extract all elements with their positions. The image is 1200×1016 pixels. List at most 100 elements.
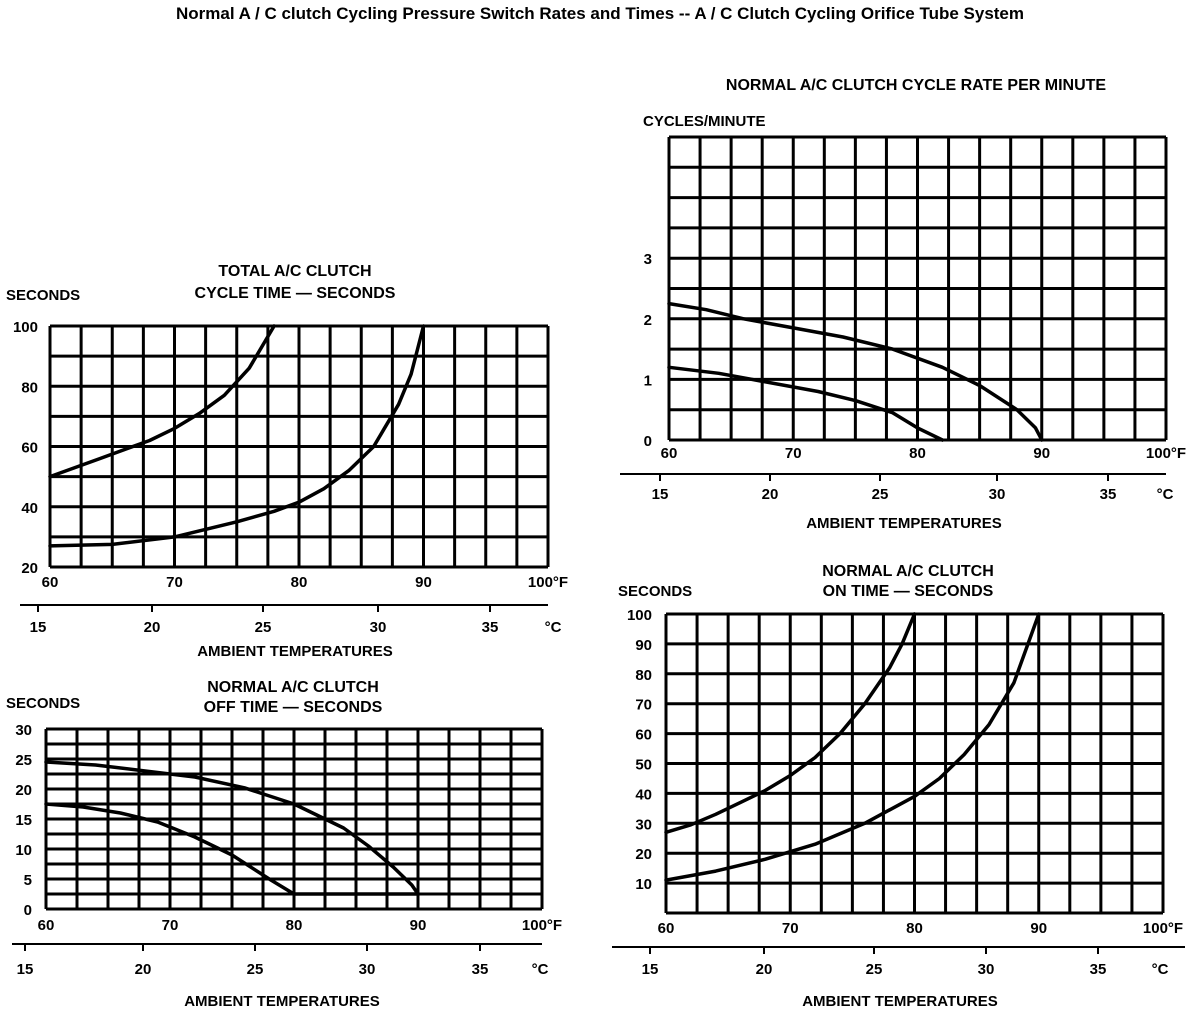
grid bbox=[48, 324, 550, 569]
chart-title: ON TIME — SECONDS bbox=[823, 583, 994, 600]
y-tick-label: 30 bbox=[15, 722, 32, 739]
x-tick-label: 60 bbox=[658, 920, 675, 937]
x-axis-label: AMBIENT TEMPERATURES bbox=[184, 993, 380, 1010]
y-tick-label: 90 bbox=[635, 637, 652, 654]
y-tick-label: 80 bbox=[21, 379, 38, 396]
y-tick-label: 20 bbox=[21, 560, 38, 577]
x-tick-label: 60 bbox=[661, 445, 678, 462]
x-axis-label: AMBIENT TEMPERATURES bbox=[806, 515, 1002, 532]
grid bbox=[667, 135, 1168, 442]
chart-title: NORMAL A/C CLUTCH bbox=[207, 679, 379, 696]
series-line-lower-curve bbox=[664, 612, 1041, 882]
y-tick-label: 5 bbox=[24, 872, 32, 889]
chart-title: OFF TIME — SECONDS bbox=[204, 699, 383, 716]
y-tick-label: 20 bbox=[635, 846, 652, 863]
celsius-unit-label: °C bbox=[1152, 961, 1169, 978]
x-axis-label: AMBIENT TEMPERATURES bbox=[802, 993, 998, 1010]
y-tick-label: 60 bbox=[21, 440, 38, 457]
y-axis-label: CYCLES/MINUTE bbox=[643, 113, 766, 130]
y-tick-label: 2 bbox=[644, 312, 652, 329]
celsius-tick-label: 25 bbox=[255, 619, 272, 636]
chart-total-cycle-time: TOTAL A/C CLUTCH CYCLE TIME — SECONDS SECO… bbox=[6, 263, 568, 660]
y-tick-label: 50 bbox=[635, 757, 652, 774]
chart-title: TOTAL A/C CLUTCH bbox=[218, 263, 371, 280]
x-tick-label: 60 bbox=[38, 917, 55, 934]
celsius-tick-label: 15 bbox=[652, 486, 669, 503]
x-tick-label: 80 bbox=[291, 574, 308, 591]
series-line-upper-curve bbox=[664, 612, 917, 835]
series-line-lower-curve bbox=[667, 365, 945, 442]
celsius-tick-label: 25 bbox=[247, 961, 264, 978]
series-line-lower-curve bbox=[48, 324, 426, 548]
chart-title: NORMAL A/C CLUTCH CYCLE RATE PER MINUTE bbox=[726, 77, 1106, 94]
x-tick-label: 80 bbox=[286, 917, 303, 934]
grid bbox=[664, 612, 1165, 915]
grid bbox=[44, 727, 544, 911]
series-line-upper-curve bbox=[667, 301, 1044, 442]
celsius-unit-label: °C bbox=[545, 619, 562, 636]
y-tick-label: 30 bbox=[635, 816, 652, 833]
x-tick-label: 70 bbox=[162, 917, 179, 934]
chart-off-time: NORMAL A/C CLUTCH OFF TIME — SECONDS SECON… bbox=[6, 679, 562, 1010]
y-axis-label: SECONDS bbox=[618, 583, 692, 600]
celsius-tick-label: 15 bbox=[17, 961, 34, 978]
x-tick-label: 100°F bbox=[1143, 920, 1183, 937]
celsius-unit-label: °C bbox=[532, 961, 549, 978]
y-tick-label: 0 bbox=[644, 433, 652, 450]
x-tick-label: 70 bbox=[785, 445, 802, 462]
x-tick-label: 80 bbox=[906, 920, 923, 937]
series-line-lower-curve bbox=[44, 802, 420, 896]
y-tick-label: 20 bbox=[15, 782, 32, 799]
y-tick-label: 1 bbox=[644, 372, 652, 389]
x-tick-label: 60 bbox=[42, 574, 59, 591]
celsius-tick-label: 15 bbox=[30, 619, 47, 636]
x-tick-label: 90 bbox=[1033, 445, 1050, 462]
y-tick-label: 70 bbox=[635, 697, 652, 714]
celsius-tick-label: 25 bbox=[866, 961, 883, 978]
y-tick-label: 100 bbox=[13, 319, 38, 336]
x-tick-label: 90 bbox=[1030, 920, 1047, 937]
celsius-tick-label: 20 bbox=[144, 619, 161, 636]
series-line-upper-curve bbox=[44, 760, 420, 896]
y-tick-label: 25 bbox=[15, 752, 32, 769]
chart-title: NORMAL A/C CLUTCH bbox=[822, 563, 994, 580]
x-tick-label: 100°F bbox=[1146, 445, 1186, 462]
y-tick-label: 3 bbox=[644, 251, 652, 268]
y-axis-label: SECONDS bbox=[6, 287, 80, 304]
x-axis-label: AMBIENT TEMPERATURES bbox=[197, 643, 393, 660]
celsius-tick-label: 35 bbox=[472, 961, 489, 978]
page-title: Normal A / C clutch Cycling Pressure Swi… bbox=[176, 4, 1024, 23]
x-tick-label: 100°F bbox=[528, 574, 568, 591]
celsius-tick-label: 15 bbox=[642, 961, 659, 978]
series-line-upper-curve bbox=[48, 324, 276, 479]
y-axis-label: SECONDS bbox=[6, 695, 80, 712]
x-tick-label: 100°F bbox=[522, 917, 562, 934]
celsius-tick-label: 35 bbox=[482, 619, 499, 636]
y-tick-label: 60 bbox=[635, 727, 652, 744]
celsius-tick-label: 35 bbox=[1090, 961, 1107, 978]
y-tick-label: 40 bbox=[21, 500, 38, 517]
chart-title: CYCLE TIME — SECONDS bbox=[195, 285, 396, 302]
celsius-tick-label: 30 bbox=[370, 619, 387, 636]
celsius-tick-label: 20 bbox=[756, 961, 773, 978]
x-tick-label: 70 bbox=[782, 920, 799, 937]
celsius-tick-label: 20 bbox=[762, 486, 779, 503]
celsius-tick-label: 30 bbox=[989, 486, 1006, 503]
celsius-tick-label: 30 bbox=[359, 961, 376, 978]
celsius-tick-label: 20 bbox=[135, 961, 152, 978]
x-tick-label: 70 bbox=[166, 574, 183, 591]
celsius-tick-label: 30 bbox=[978, 961, 995, 978]
y-tick-label: 10 bbox=[635, 876, 652, 893]
x-tick-label: 90 bbox=[415, 574, 432, 591]
y-tick-label: 15 bbox=[15, 812, 32, 829]
y-tick-label: 0 bbox=[24, 902, 32, 919]
chart-on-time: NORMAL A/C CLUTCH ON TIME — SECONDS SECOND… bbox=[612, 563, 1185, 1010]
celsius-tick-label: 35 bbox=[1100, 486, 1117, 503]
y-tick-label: 10 bbox=[15, 842, 32, 859]
x-tick-label: 80 bbox=[909, 445, 926, 462]
y-tick-label: 80 bbox=[635, 667, 652, 684]
celsius-tick-label: 25 bbox=[872, 486, 889, 503]
chart-cycle-rate: NORMAL A/C CLUTCH CYCLE RATE PER MINUTE C… bbox=[620, 77, 1186, 532]
y-tick-label: 40 bbox=[635, 786, 652, 803]
